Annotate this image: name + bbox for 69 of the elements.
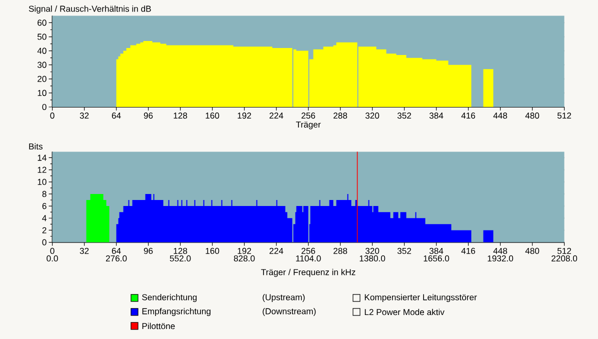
x2-tick-label: 0.0 xyxy=(46,255,58,262)
x-tick-label: 0 xyxy=(50,248,54,254)
x-tick-label: 320 xyxy=(365,112,380,119)
x-tick-label: 256 xyxy=(302,112,316,119)
x-tick-label: 160 xyxy=(206,112,220,119)
y-tick-label: 2 xyxy=(42,227,46,234)
text: Kompensierter Leitungsstörer xyxy=(364,294,477,302)
x-axis-title: Träger xyxy=(296,122,321,130)
x2-tick-label: 828.0 xyxy=(234,255,255,262)
x-tick-label: 384 xyxy=(429,112,444,119)
x-tick-label: 416 xyxy=(461,112,476,119)
y-tick-label: 10 xyxy=(38,90,46,96)
legend-label: Senderichtung xyxy=(142,294,197,302)
x-tick-label: 96 xyxy=(144,248,153,254)
x-tick-label: 192 xyxy=(238,112,252,119)
x-tick-label: 96 xyxy=(144,112,153,119)
x2-tick-label: 276.0 xyxy=(106,255,127,262)
x-tick-label: 352 xyxy=(397,112,412,119)
x-tick-label: 384 xyxy=(429,248,444,254)
x-axis-title: Träger / Frequenz in kHz xyxy=(261,268,356,277)
x-tick-label: 288 xyxy=(334,112,348,119)
x2-tick-label: 552.0 xyxy=(170,255,191,262)
x-tick-label: 32 xyxy=(80,112,89,119)
x-tick-label: 160 xyxy=(206,248,220,254)
y-tick-label: 12 xyxy=(38,166,46,173)
x-tick-label: 256 xyxy=(302,248,316,254)
x-tick-label: 416 xyxy=(461,248,476,254)
y-tick-label: 30 xyxy=(38,62,46,68)
x-tick-label: 448 xyxy=(493,248,508,254)
y-tick-label: 8 xyxy=(42,190,46,198)
y-tick-label: 40 xyxy=(37,48,46,54)
x-tick-label: 352 xyxy=(397,248,412,254)
x-tick-label: 64 xyxy=(112,248,121,254)
y-tick-label: 4 xyxy=(42,215,46,222)
y-tick-label: 10 xyxy=(38,178,46,185)
x-tick-label: 480 xyxy=(525,248,540,254)
x2-tick-label: 1380.0 xyxy=(360,255,386,262)
y-tick-label: 14 xyxy=(38,154,46,161)
x2-tick-label: 1656.0 xyxy=(424,255,450,262)
y-axis-title: Signal / Rausch-Verhältnis in dB xyxy=(28,5,151,14)
x2-tick-label: 1932.0 xyxy=(488,255,514,262)
legend-label: Pilottöne xyxy=(142,322,175,330)
x-tick-label: 512 xyxy=(557,112,572,119)
x-tick-label: 448 xyxy=(493,112,508,119)
x2-tick-label: 2208.0 xyxy=(552,255,578,262)
x-tick-label: 288 xyxy=(334,248,348,254)
x-tick-label: 224 xyxy=(270,248,284,254)
y-tick-label: 50 xyxy=(38,34,46,40)
x-tick-label: 0 xyxy=(50,112,54,119)
x-tick-label: 512 xyxy=(557,248,572,254)
x-tick-label: 480 xyxy=(525,112,540,119)
text: (Downstream) xyxy=(262,308,316,316)
legend-label: Empfangsrichtung xyxy=(142,308,210,316)
x-tick-label: 192 xyxy=(238,248,252,254)
x-tick-label: 224 xyxy=(270,112,284,119)
y-axis-title: Bits xyxy=(29,143,43,150)
y-tick-label: 60 xyxy=(38,20,46,26)
y-tick-label: 20 xyxy=(38,76,46,82)
x-tick-label: 32 xyxy=(80,248,89,254)
y-tick-label: 6 xyxy=(42,203,46,210)
y-tick-label: 0 xyxy=(42,104,46,110)
y-tick-label: 0 xyxy=(42,239,46,246)
x-tick-label: 128 xyxy=(174,112,188,119)
x-tick-label: 128 xyxy=(174,248,188,254)
x2-tick-label: 1104.0 xyxy=(296,255,321,262)
x-tick-label: 64 xyxy=(112,112,121,119)
x-tick-label: 320 xyxy=(365,248,380,254)
text: (Upstream) xyxy=(262,294,305,302)
text: L2 Power Mode aktiv xyxy=(364,308,444,316)
